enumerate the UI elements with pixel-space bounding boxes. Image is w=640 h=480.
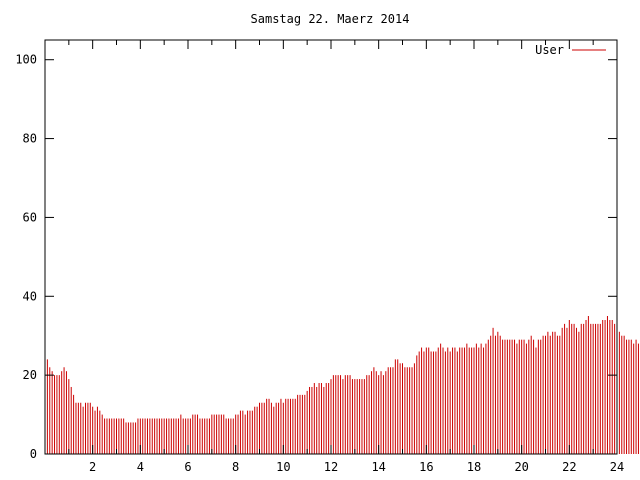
x-tick-label: 8 [232,460,239,474]
y-tick-label: 20 [23,368,37,382]
x-tick-label: 22 [562,460,576,474]
bars-group [44,316,639,454]
x-tick-label: 18 [467,460,481,474]
y-tick-label: 0 [30,447,37,461]
y-axis: 0 20 40 60 80 100 [15,53,617,461]
x-axis: 2 4 6 8 10 12 14 16 18 20 22 24 [68,40,624,474]
x-tick-label: 4 [137,460,144,474]
x-tick-label: 6 [184,460,191,474]
x-tick-label: 16 [419,460,433,474]
chart-title: Samstag 22. Maerz 2014 [251,12,410,26]
x-tick-label: 20 [514,460,528,474]
legend-label: User [535,43,564,57]
x-tick-label: 12 [324,460,338,474]
legend: User [535,43,606,57]
y-tick-label: 100 [15,53,37,67]
x-tick-label: 24 [610,460,624,474]
x-tick-label: 2 [89,460,96,474]
x-tick-label: 10 [276,460,290,474]
x-tick-label: 14 [371,460,385,474]
y-tick-label: 80 [23,132,37,146]
y-tick-label: 60 [23,210,37,224]
y-tick-label: 40 [23,289,37,303]
